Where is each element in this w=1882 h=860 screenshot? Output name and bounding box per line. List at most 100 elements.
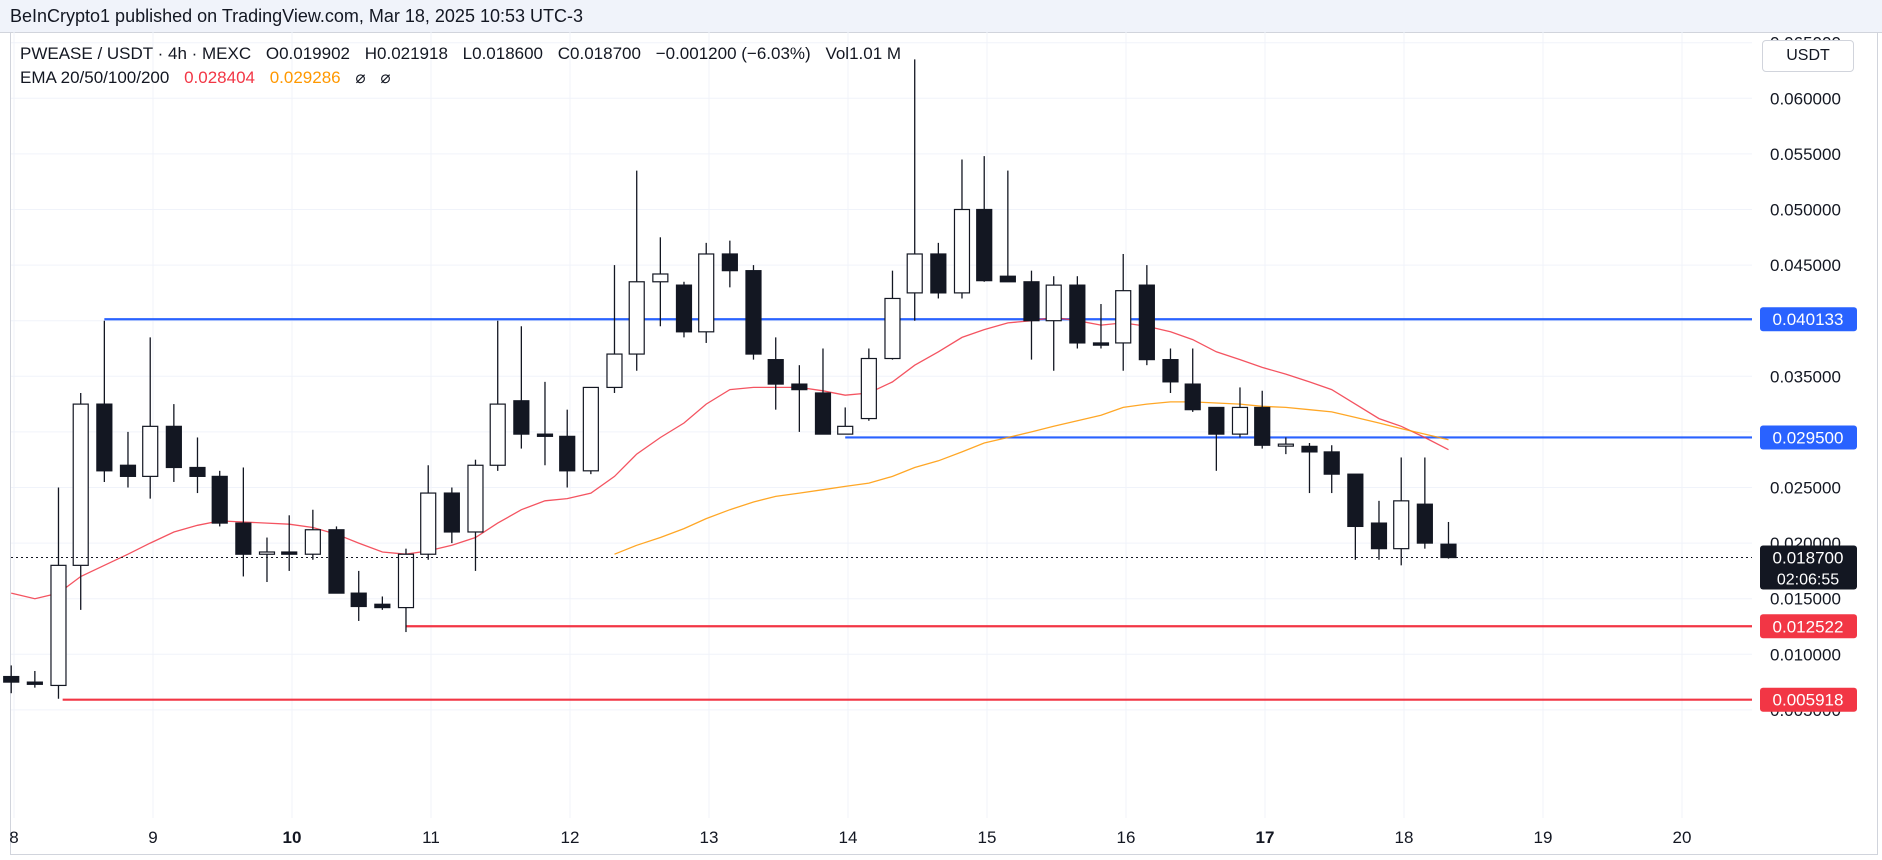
candle-body (96, 403, 113, 472)
candle-body (976, 208, 993, 282)
candle-body (675, 284, 693, 333)
level-price-tag (1760, 425, 1857, 450)
legend-ohlc: PWEASE / USDT · 4h · MEXC O0.019902 H0.0… (20, 44, 911, 64)
level-price-tag (1760, 687, 1857, 712)
candle-body (1416, 503, 1433, 544)
candle-body (489, 403, 506, 466)
countdown-label: 02:06:55 (1777, 572, 1839, 589)
candle-body (884, 297, 901, 360)
candle-body (211, 475, 228, 524)
candle-body (559, 435, 576, 472)
x-tick-label: 20 (1673, 828, 1692, 847)
candle-body (860, 357, 877, 420)
candle-body (606, 353, 623, 389)
candle-body (281, 551, 298, 555)
level-price-tag (1760, 307, 1857, 332)
legend-ema50: 0.029286 (269, 68, 341, 87)
candle-body (258, 551, 276, 555)
x-tick-label: 16 (1117, 828, 1136, 847)
legend-open: O0.019902 (265, 44, 350, 63)
candle-body (189, 466, 206, 477)
candle-body (1023, 281, 1040, 322)
candle-body (1370, 522, 1388, 550)
x-tick-label: 13 (700, 828, 719, 847)
candle-body (1184, 383, 1201, 411)
currency-button[interactable]: USDT (1762, 40, 1854, 72)
candle-body (1115, 290, 1132, 344)
x-tick-label: 11 (422, 828, 440, 847)
y-tick-label: 0.035000 (1770, 367, 1841, 386)
x-tick-label: 19 (1534, 828, 1553, 847)
candle-body (3, 675, 20, 683)
candle-body (1045, 284, 1062, 322)
candle-body (930, 253, 947, 294)
x-tick-label: 12 (561, 828, 580, 847)
ema-line (614, 401, 1449, 555)
last-price-tag (1760, 545, 1857, 590)
legend-high: H0.021918 (364, 44, 448, 63)
candle-body (906, 253, 923, 294)
legend-change: −0.001200 (−6.03%) (655, 44, 811, 63)
level-price-label: 0.040133 (1773, 310, 1844, 329)
candle-body (165, 425, 182, 469)
candle-body (814, 392, 832, 435)
candle-body (328, 529, 345, 594)
x-tick-label: 9 (148, 828, 157, 847)
legend-ema-label[interactable]: EMA 20/50/100/200 (20, 68, 170, 87)
candle-body (582, 386, 599, 472)
level-price-tag (1760, 614, 1857, 639)
candle-body (1277, 443, 1294, 447)
candle-body (50, 564, 67, 687)
candle-body (1393, 500, 1410, 550)
candle-body (350, 592, 367, 608)
level-price-label: 0.012522 (1773, 617, 1844, 636)
candle-body (745, 270, 762, 355)
candle-body (1162, 359, 1179, 383)
candle-body (1347, 473, 1364, 528)
candle-body (513, 400, 530, 435)
candle-body (1138, 284, 1155, 361)
candle-body (467, 464, 484, 533)
candle-body (536, 433, 554, 437)
candle-body (397, 553, 415, 609)
candle-body (235, 522, 252, 555)
level-price-label: 0.029500 (1773, 428, 1844, 447)
last-price-label: 0.018700 (1773, 549, 1844, 568)
legend-low: L0.018600 (462, 44, 544, 63)
candle-body (698, 253, 715, 333)
x-tick-label: 17 (1256, 828, 1275, 847)
legend-volume: Vol1.01 M (825, 44, 902, 63)
chart-frame (10, 32, 1878, 855)
candle-body (1254, 406, 1271, 446)
candle-body (374, 603, 391, 609)
level-price-label: 0.005918 (1773, 691, 1844, 710)
candle-body (628, 281, 645, 355)
x-tick-label: 15 (978, 828, 997, 847)
candle-body (119, 464, 137, 477)
candle-body (1301, 445, 1318, 453)
ema-line (11, 316, 1449, 600)
publish-bar: BeInCrypto1 published on TradingView.com… (0, 0, 1882, 33)
candle-body (1440, 543, 1457, 559)
candle-body (443, 492, 460, 533)
candle-body (1208, 406, 1225, 435)
candle-body (1069, 284, 1086, 344)
y-tick-label: 0.055000 (1770, 145, 1841, 164)
x-tick-label: 14 (839, 828, 858, 847)
x-tick-label: 18 (1395, 828, 1414, 847)
x-tick-label: 10 (283, 828, 302, 847)
legend-ema200: ⌀ (380, 68, 391, 87)
legend-ema100: ⌀ (355, 68, 366, 87)
x-tick-label: 8 (9, 828, 18, 847)
y-tick-label: 0.015000 (1770, 590, 1841, 609)
candle-body (72, 403, 89, 566)
candle-body (652, 273, 669, 283)
y-tick-label: 0.010000 (1770, 645, 1841, 664)
legend-symbol[interactable]: PWEASE / USDT · 4h · MEXC (20, 44, 252, 63)
candle-body (26, 681, 43, 685)
legend-ema20: 0.028404 (184, 68, 255, 87)
candle-body (1323, 451, 1340, 475)
candle-body (999, 275, 1016, 283)
y-tick-label: 0.050000 (1770, 201, 1841, 220)
